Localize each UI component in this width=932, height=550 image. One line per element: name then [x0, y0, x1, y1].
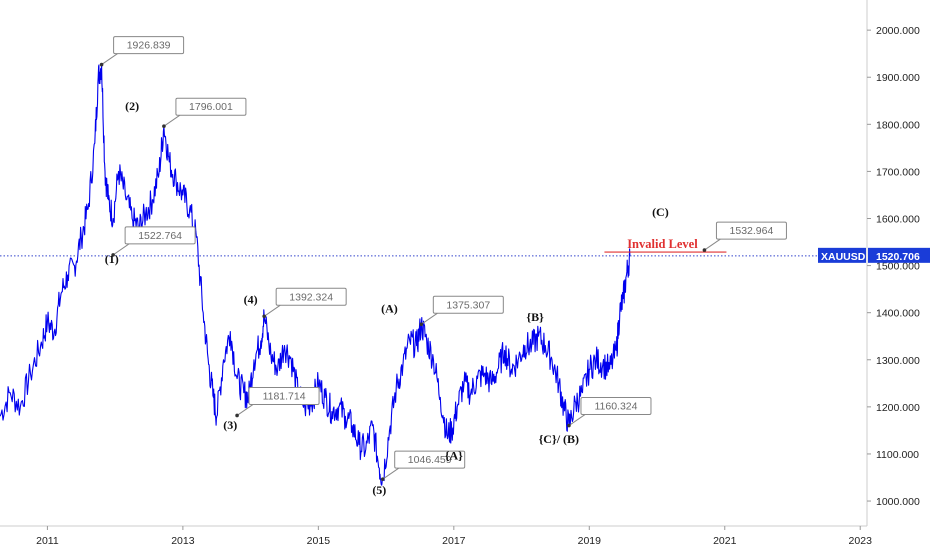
y-axis: 1000.000 1100.000 1200.000 1300.000 1400.000… [866, 0, 920, 526]
callout-anchor-dot [235, 413, 239, 418]
callout-leader [163, 114, 181, 127]
x-tick-label: 2017 [442, 535, 466, 547]
y-tick-label: 1000.000 [876, 496, 920, 508]
x-tick-label: 2023 [849, 535, 873, 547]
price-callouts: 1926.839 1796.001 1522.764 1392.324 1181.714… [99, 36, 787, 481]
wave-label: {B} [526, 310, 544, 324]
wave-label: (5) [372, 483, 386, 497]
callout-anchor-dot [262, 314, 266, 319]
wave-label: (2) [125, 99, 139, 113]
callout-leader [236, 404, 254, 416]
y-tick-label: 1600.000 [876, 213, 920, 225]
callout-box [394, 450, 466, 469]
y-tick-label: 1300.000 [876, 355, 920, 367]
callout-leader [568, 414, 586, 426]
callout-box [580, 397, 652, 416]
callout-box [715, 221, 787, 240]
callout-leader [263, 304, 281, 317]
callout-label: 1522.764 [138, 230, 182, 242]
symbol-tag-bg [818, 247, 866, 263]
callout-label: 1046.459 [408, 454, 452, 466]
y-tick-label: 1900.000 [876, 72, 920, 84]
callout-box [248, 386, 320, 405]
symbol-tag: XAUUSD [821, 251, 866, 263]
invalid-level-label: Invalid Level [627, 237, 698, 251]
callout-anchor-dot [419, 322, 424, 327]
callout-label: 1181.714 [263, 390, 306, 402]
callout-box [113, 36, 185, 55]
wave-labels: (1) (2) (3) (4) (5) (A) {A} {B} {C}/ (B) (C) [105, 99, 669, 497]
price-tag-bg [868, 247, 930, 263]
callout-anchor-dot [162, 124, 166, 129]
x-tick-label: 2021 [713, 535, 737, 547]
callout-anchor-dot [567, 423, 571, 428]
callout-anchor-dot [380, 477, 385, 481]
y-tick-label: 2000.000 [876, 25, 920, 37]
series-line-0 [0, 64, 631, 486]
wave-label: (4) [244, 292, 258, 306]
wave-label: {A} [445, 449, 463, 463]
callout-leader [704, 238, 721, 251]
callout-box [175, 97, 247, 116]
callout-box [275, 287, 347, 306]
callout-anchor-dot [99, 62, 104, 67]
x-tick-label: 2011 [36, 535, 59, 547]
y-tick-label: 1500.000 [876, 261, 920, 273]
price-tag-value: 1520.706 [876, 251, 920, 263]
y-tick-label: 1400.000 [876, 308, 920, 320]
callout-label: 1160.324 [594, 401, 637, 413]
current-price-tag: XAUUSD 1520.706 [818, 247, 930, 263]
callout-anchor-dot [702, 248, 707, 252]
y-tick-label: 1200.000 [876, 402, 920, 414]
wave-label: (A) [381, 302, 398, 316]
invalid-level-annotation: Invalid Level [604, 237, 727, 253]
y-tick-label: 1800.000 [876, 119, 920, 131]
x-tick-label: 2019 [578, 535, 602, 547]
price-series [0, 64, 631, 486]
y-tick-label: 1700.000 [876, 166, 920, 178]
callout-box [124, 226, 196, 245]
callout-leader [112, 243, 130, 256]
callout-label: 1375.307 [446, 299, 490, 311]
y-tick-label: 1100.000 [876, 449, 919, 461]
callout-leader [421, 312, 438, 325]
callout-anchor-dot [111, 253, 115, 257]
callout-box [432, 295, 504, 314]
callout-label: 1392.324 [289, 291, 333, 303]
wave-label: (C) [652, 205, 669, 219]
x-tick-label: 2015 [307, 535, 331, 547]
wave-label: {C}/ (B) [539, 432, 579, 446]
callout-leader [382, 467, 399, 480]
wave-label: (3) [223, 418, 237, 432]
x-axis: 2011 2013 2015 2017 2019 2021 2023 [0, 525, 873, 547]
callout-label: 1532.964 [730, 225, 774, 237]
callout-label: 1926.839 [127, 40, 171, 52]
x-tick-label: 2013 [171, 535, 195, 547]
callout-leader [101, 53, 118, 66]
callout-label: 1796.001 [189, 101, 233, 113]
wave-label: (1) [105, 252, 119, 266]
